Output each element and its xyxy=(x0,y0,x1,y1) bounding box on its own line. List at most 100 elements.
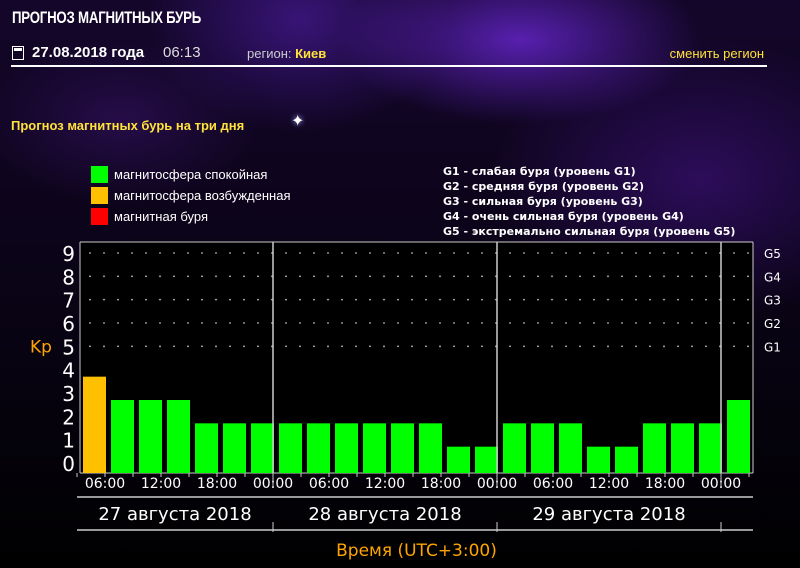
grid-dot xyxy=(369,345,371,348)
grid-dot xyxy=(369,322,371,324)
day-label: 27 августа 2018 xyxy=(98,504,251,525)
kp-bar xyxy=(615,446,638,473)
grid-dot xyxy=(299,275,301,278)
y-tick-label: 2 xyxy=(62,405,75,429)
g-legend-item: G3 - сильная буря (уровень G3) xyxy=(443,195,643,208)
grid-dot xyxy=(173,275,175,278)
grid-dot xyxy=(397,345,399,348)
grid-dot xyxy=(187,298,189,301)
grid-dot xyxy=(341,322,343,324)
grid-dot xyxy=(453,345,455,348)
x-tick-label: 06:00 xyxy=(85,476,125,492)
grid-dot xyxy=(467,275,469,278)
kp-bar xyxy=(111,400,134,473)
y-tick-label: 5 xyxy=(62,335,75,359)
kp-bar xyxy=(223,423,246,473)
grid-dot xyxy=(509,252,511,254)
grid-dot xyxy=(579,298,581,301)
grid-dot xyxy=(215,275,217,278)
grid-dot xyxy=(285,275,287,278)
g-legend-item: G2 - средняя буря (уровень G2) xyxy=(443,180,644,193)
grid-dot xyxy=(551,298,553,301)
grid-dot xyxy=(411,275,413,278)
grid-dot xyxy=(607,345,609,348)
grid-dot xyxy=(145,275,147,278)
grid-dot xyxy=(635,298,637,301)
g-level-label: G2 xyxy=(764,317,781,331)
grid-dot xyxy=(355,252,357,254)
change-region-link[interactable]: сменить регион xyxy=(669,46,764,61)
x-tick-label: 12:00 xyxy=(141,476,181,492)
g-legend-item: G1 - слабая буря (уровень G1) xyxy=(443,165,636,178)
grid-dot xyxy=(635,322,637,324)
y-tick-label: 1 xyxy=(62,429,75,453)
kp-bar xyxy=(587,446,610,473)
grid-dot xyxy=(453,298,455,301)
grid-dot xyxy=(733,298,735,301)
grid-dot xyxy=(677,345,679,348)
grid-dot xyxy=(243,322,245,324)
grid-dot xyxy=(439,275,441,278)
kp-bar xyxy=(83,376,106,473)
grid-dot xyxy=(453,252,455,254)
grid-dot xyxy=(705,322,707,324)
kp-bar xyxy=(503,423,526,473)
kp-bar xyxy=(167,400,190,473)
grid-dot xyxy=(131,275,133,278)
grid-dot xyxy=(565,275,567,278)
kp-bar xyxy=(139,400,162,473)
g-legend-item: G4 - очень сильная буря (уровень G4) xyxy=(443,210,684,223)
grid-dot xyxy=(579,252,581,254)
grid-dot xyxy=(243,252,245,254)
grid-dot xyxy=(355,322,357,324)
grid-dot xyxy=(327,345,329,348)
grid-dot xyxy=(341,298,343,301)
grid-dot xyxy=(187,252,189,254)
grid-dot xyxy=(145,322,147,324)
grid-dot xyxy=(747,252,749,254)
grid-dot xyxy=(159,298,161,301)
grid-dot xyxy=(103,345,105,348)
grid-dot xyxy=(663,345,665,348)
grid-dot xyxy=(103,252,105,254)
g-level-label: G5 xyxy=(764,247,781,261)
grid-dot xyxy=(397,298,399,301)
grid-dot xyxy=(621,252,623,254)
kp-bar xyxy=(335,423,358,473)
grid-dot xyxy=(257,252,259,254)
kp-bar xyxy=(251,423,274,473)
grid-dot xyxy=(649,322,651,324)
grid-dot xyxy=(593,275,595,278)
kp-bar xyxy=(419,423,442,473)
grid-dot xyxy=(579,322,581,324)
grid-dot xyxy=(89,322,91,324)
kp-bar xyxy=(643,423,666,473)
grid-dot xyxy=(537,345,539,348)
grid-dot xyxy=(467,345,469,348)
grid-dot xyxy=(663,252,665,254)
grid-dot xyxy=(355,345,357,348)
grid-dot xyxy=(537,275,539,278)
grid-dot xyxy=(425,298,427,301)
grid-dot xyxy=(705,252,707,254)
grid-dot xyxy=(439,298,441,301)
grid-dot xyxy=(551,252,553,254)
grid-dot xyxy=(453,275,455,278)
grid-dot xyxy=(383,298,385,301)
grid-dot xyxy=(215,322,217,324)
grid-dot xyxy=(397,275,399,278)
grid-dot xyxy=(537,252,539,254)
grid-dot xyxy=(425,275,427,278)
grid-dot xyxy=(509,345,511,348)
grid-dot xyxy=(145,252,147,254)
grid-dot xyxy=(369,252,371,254)
grid-dot xyxy=(355,275,357,278)
grid-dot xyxy=(201,275,203,278)
grid-dot xyxy=(607,298,609,301)
grid-dot xyxy=(103,322,105,324)
grid-dot xyxy=(313,345,315,348)
y-tick-label: 3 xyxy=(62,382,75,406)
grid-dot xyxy=(397,322,399,324)
grid-dot xyxy=(383,252,385,254)
grid-dot xyxy=(215,298,217,301)
